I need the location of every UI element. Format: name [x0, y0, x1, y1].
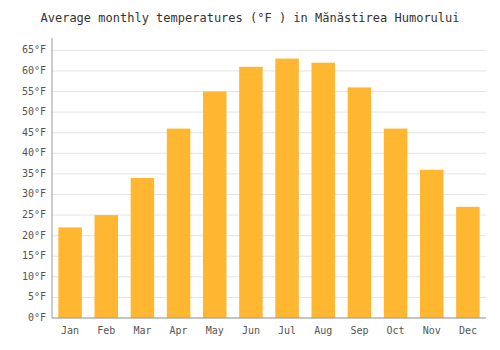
bar [167, 129, 191, 318]
y-tick-label: 50°F [22, 106, 46, 117]
grid-line [52, 91, 486, 92]
y-tick-label: 40°F [22, 147, 46, 158]
y-tick-label: 35°F [22, 168, 46, 179]
x-axis-line [52, 318, 486, 319]
chart: 0°F 5°F 10°F 15°F 20°F 25°F 30°F 35°F 40°F 45°F 50… [0, 0, 500, 350]
y-tick-label: 45°F [22, 127, 46, 138]
grid [52, 50, 486, 318]
y-axis: 0°F 5°F 10°F 15°F 20°F 25°F 30°F 35°F 40°F 45°F 50… [22, 44, 46, 323]
y-tick-label: 0°F [28, 312, 46, 323]
x-tick-label: Jan [61, 325, 79, 336]
y-tick-label: 65°F [22, 44, 46, 55]
x-tick-label: Sep [350, 325, 368, 336]
bar [131, 178, 155, 318]
y-axis-line [52, 38, 53, 318]
bar [275, 59, 299, 318]
bar [384, 129, 408, 318]
bars [58, 59, 479, 318]
grid-line [52, 50, 486, 51]
y-tick-label: 10°F [22, 271, 46, 282]
x-tick-label: Mar [133, 325, 151, 336]
bar [348, 87, 372, 318]
grid-line [52, 132, 486, 133]
y-tick-label: 55°F [22, 86, 46, 97]
grid-line [52, 70, 486, 71]
page: {"chart_data": {"type": "bar", "title": … [0, 0, 500, 350]
x-tick-label: Jun [242, 325, 260, 336]
bar [203, 92, 227, 318]
title: Average monthly temperatures (°F ) in Mă… [40, 11, 459, 25]
y-tick-label: 15°F [22, 250, 46, 261]
bar [58, 227, 82, 318]
bar [94, 215, 118, 318]
y-tick-label: 25°F [22, 209, 46, 220]
grid-line [52, 318, 486, 319]
bar [420, 170, 444, 318]
x-tick-label: May [206, 325, 224, 336]
grid-line [52, 153, 486, 154]
bar [311, 63, 335, 318]
x-tick-label: Aug [314, 325, 332, 336]
y-tick-label: 30°F [22, 188, 46, 199]
x-tick-label: Feb [97, 325, 115, 336]
x-tick-label: Oct [387, 325, 405, 336]
x-tick-label: Nov [423, 325, 441, 336]
x-tick-label: Dec [459, 325, 477, 336]
y-tick-label: 60°F [22, 65, 46, 76]
x-tick-label: Jul [278, 325, 296, 336]
y-tick-label: 5°F [28, 291, 46, 302]
x-tick-label: Apr [170, 325, 188, 336]
y-tick-label: 20°F [22, 230, 46, 241]
bar [239, 67, 263, 318]
grid-line [52, 112, 486, 113]
x-axis: Jan Feb Mar Apr May Jun Jul Aug Sep Oct Nov Dec [61, 325, 477, 336]
bar [456, 207, 480, 318]
